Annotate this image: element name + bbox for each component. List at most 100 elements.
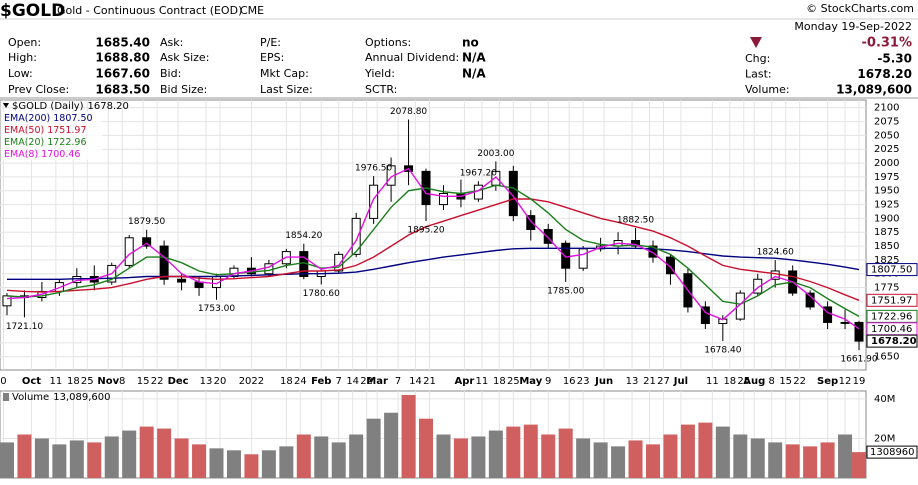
legend-entry: EMA(50) 1751.97 bbox=[4, 125, 87, 136]
field-value: 1683.50 bbox=[95, 83, 150, 97]
legend-label: EMA(200) bbox=[4, 113, 50, 124]
volume-bar bbox=[506, 426, 521, 478]
field-label: Mkt Cap: bbox=[260, 67, 309, 80]
volume-bar bbox=[261, 450, 276, 478]
field-label: Low: bbox=[8, 67, 33, 80]
price-annotation: 1753.00 bbox=[198, 304, 235, 314]
candle-body bbox=[578, 248, 588, 269]
x-tick-label: 8 bbox=[119, 376, 125, 387]
ema-line bbox=[6, 198, 860, 301]
price-panel bbox=[0, 99, 867, 371]
quote-value: 13,089,600 bbox=[836, 83, 912, 97]
x-tick-label: 25 bbox=[507, 376, 520, 387]
quote-label: Chg: bbox=[745, 52, 770, 65]
x-tick-label: 19 bbox=[853, 376, 866, 387]
candle-body bbox=[753, 278, 763, 294]
x-tick-label: 11 bbox=[706, 376, 719, 387]
volume-bar bbox=[157, 428, 172, 478]
y-tick-label: 1650 bbox=[874, 352, 899, 363]
legend-bg bbox=[2, 124, 102, 136]
legend-value: 1807.50 bbox=[53, 113, 92, 124]
legend-entry: EMA(8) 1700.46 bbox=[4, 149, 80, 160]
x-tick-label: Sep bbox=[817, 376, 838, 387]
price-tag-box bbox=[866, 263, 918, 277]
candle-body bbox=[526, 215, 536, 230]
quote-label: Last: bbox=[745, 68, 772, 81]
x-tick-label: 25 bbox=[81, 376, 94, 387]
volume-bar bbox=[226, 450, 241, 478]
ema-line bbox=[6, 184, 860, 318]
legend-entry: Volume 13,089,600 bbox=[12, 392, 110, 403]
price-annotation: 1785.00 bbox=[547, 287, 584, 297]
candle-body bbox=[508, 170, 518, 217]
price-annotation: 2078.80 bbox=[390, 107, 427, 117]
x-tick-label: 13 bbox=[200, 376, 213, 387]
price-annotation: 1854.20 bbox=[285, 231, 322, 241]
candle-body bbox=[543, 228, 553, 244]
candle-body bbox=[2, 295, 12, 307]
volume-tag: 1308960 bbox=[870, 447, 915, 458]
volume-bar bbox=[698, 422, 713, 478]
volume-bar bbox=[680, 424, 695, 478]
field-value: 1688.80 bbox=[95, 51, 150, 65]
volume-bar bbox=[104, 436, 119, 478]
field-label: Ask: bbox=[160, 36, 183, 49]
price-annotation: 1678.40 bbox=[704, 346, 741, 356]
volume-bar bbox=[453, 438, 468, 478]
price-annotation: 1879.50 bbox=[128, 217, 165, 227]
x-tick-label: 27 bbox=[657, 376, 670, 387]
x-tick-label: 13 bbox=[626, 376, 639, 387]
x-tick-label: 7 bbox=[336, 376, 342, 387]
x-tick-label: 2022 bbox=[239, 376, 264, 387]
legend-label: $GOLD (Daily) bbox=[12, 101, 84, 112]
price-annotation: 1976.50 bbox=[355, 164, 392, 174]
price-annotation: 1780.60 bbox=[303, 289, 340, 299]
x-tick-label: Nov bbox=[97, 376, 119, 387]
x-tick-label: 18 bbox=[723, 376, 736, 387]
y-tick-label: 2100 bbox=[874, 103, 899, 114]
x-tick-label: 20 bbox=[214, 376, 227, 387]
quote-date: Monday 19-Sep-2022 bbox=[794, 20, 912, 33]
quote-value: 1678.20 bbox=[857, 67, 912, 81]
y-tick-label: 1775 bbox=[874, 283, 899, 294]
volume-bar bbox=[663, 434, 678, 478]
volume-bar bbox=[558, 428, 573, 478]
volume-bar bbox=[576, 438, 591, 478]
y-tick-label: 1975 bbox=[874, 172, 899, 183]
field-label: Bid Size: bbox=[160, 83, 207, 96]
x-tick-label: 7 bbox=[395, 376, 401, 387]
volume-bar bbox=[279, 446, 294, 478]
candle-body bbox=[159, 245, 169, 280]
x-tick-label: 15 bbox=[779, 376, 792, 387]
x-tick-label: Feb bbox=[311, 376, 331, 387]
volume-bar bbox=[192, 444, 207, 478]
change-percent: -0.31% bbox=[862, 36, 913, 51]
legend-value: 1678.20 bbox=[88, 101, 129, 112]
legend-bg bbox=[2, 148, 102, 160]
candle-body bbox=[770, 270, 780, 280]
field-label: P/E: bbox=[260, 36, 281, 49]
candle-body bbox=[369, 184, 379, 219]
volume-bar bbox=[401, 394, 416, 478]
volume-bar bbox=[366, 418, 381, 478]
x-tick-label: Aug bbox=[743, 376, 765, 387]
quote-value: -5.30 bbox=[877, 52, 912, 66]
field-label: EPS: bbox=[260, 51, 284, 64]
field-label: Annual Dividend: bbox=[365, 51, 459, 64]
volume-bar bbox=[17, 434, 32, 478]
x-tick-label: 8 bbox=[769, 376, 775, 387]
legend-entry: $GOLD (Daily) 1678.20 bbox=[12, 101, 129, 112]
candle-body bbox=[840, 321, 850, 324]
legend-bg bbox=[2, 136, 102, 148]
y-tick-label: 1825 bbox=[874, 255, 899, 266]
legend-label: Volume bbox=[12, 392, 49, 403]
x-tick-label: Oct bbox=[22, 376, 41, 387]
x-tick-label: Mar bbox=[366, 376, 388, 387]
y-tick-label: 2075 bbox=[874, 117, 899, 128]
volume-bar bbox=[838, 434, 853, 478]
y-tick-label: 1850 bbox=[874, 241, 899, 252]
price-tag: 1722.96 bbox=[871, 311, 912, 322]
volume-bar bbox=[87, 442, 102, 478]
field-label: SCTR: bbox=[365, 83, 397, 96]
x-tick-label: 14 bbox=[346, 376, 359, 387]
